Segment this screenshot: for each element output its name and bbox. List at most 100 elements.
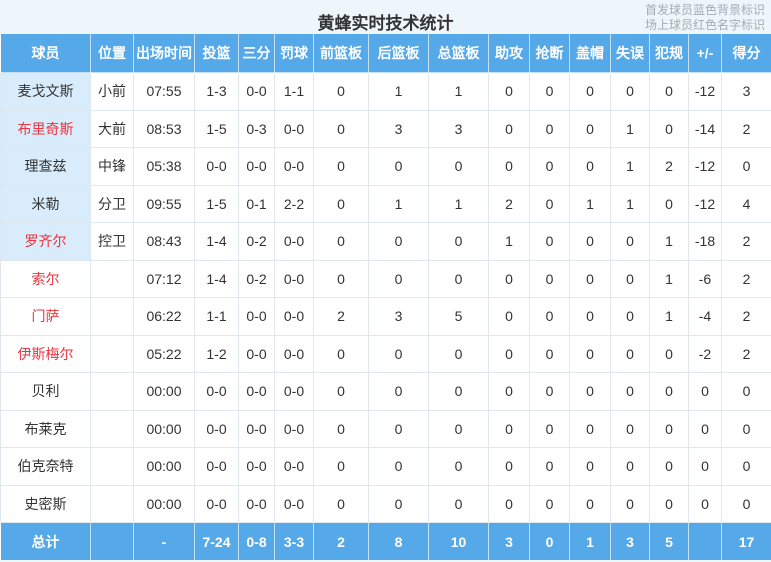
cell-blocks: 0: [569, 372, 611, 411]
total-cell-three-point: 0-8: [238, 522, 275, 560]
col-header-turnovers: 失误: [610, 34, 650, 73]
cell-off-rebound: 0: [313, 222, 369, 261]
cell-fouls: 1: [649, 222, 689, 261]
cell-steals: 0: [529, 409, 570, 448]
table-row: 贝利 00:00 0-0 0-0 0-0 0 0 0 0 0 0 0 0 0 0: [0, 372, 771, 411]
col-header-points: 得分: [721, 34, 771, 73]
cell-steals: 0: [529, 484, 570, 523]
cell-steals: 0: [529, 372, 570, 411]
cell-fouls: 0: [649, 409, 689, 448]
cell-fg: 0-0: [194, 147, 239, 186]
cell-free-throw: 0-0: [274, 259, 314, 298]
cell-three-point: 0-3: [238, 109, 275, 148]
player-name-cell: 贝利: [0, 372, 91, 411]
col-header-fg: 投篮: [194, 34, 239, 73]
cell-turnovers: 0: [610, 297, 650, 336]
cell-points: 2: [721, 297, 771, 336]
cell-steals: 0: [529, 147, 570, 186]
cell-assists: 0: [488, 484, 530, 523]
cell-def-rebound: 1: [368, 184, 429, 223]
cell-minutes: 05:22: [133, 334, 195, 373]
cell-three-point: 0-0: [238, 409, 275, 448]
cell-total-rebound: 0: [428, 372, 489, 411]
cell-position: 大前: [90, 109, 134, 148]
player-name-cell: 布里奇斯: [0, 109, 91, 148]
cell-fouls: 0: [649, 372, 689, 411]
cell-position: 小前: [90, 72, 134, 111]
cell-turnovers: 1: [610, 147, 650, 186]
cell-three-point: 0-0: [238, 297, 275, 336]
cell-total-rebound: 0: [428, 409, 489, 448]
cell-assists: 0: [488, 72, 530, 111]
cell-total-rebound: 5: [428, 297, 489, 336]
cell-three-point: 0-1: [238, 184, 275, 223]
cell-steals: 0: [529, 72, 570, 111]
cell-assists: 0: [488, 109, 530, 148]
col-header-blocks: 盖帽: [569, 34, 611, 73]
table-row: 索尔 07:12 1-4 0-2 0-0 0 0 0 0 0 0 0 1 -6 2: [0, 259, 771, 298]
table-row: 麦戈文斯 小前 07:55 1-3 0-0 1-1 0 1 1 0 0 0 0 0 -12 3: [0, 72, 771, 111]
cell-off-rebound: 0: [313, 109, 369, 148]
cell-minutes: 05:38: [133, 147, 195, 186]
cell-fouls: 1: [649, 259, 689, 298]
cell-def-rebound: 0: [368, 147, 429, 186]
cell-plus-minus: -2: [688, 334, 722, 373]
cell-total-rebound: 0: [428, 259, 489, 298]
total-cell-fg: 7-24: [194, 522, 239, 560]
total-row: 总计 -7-24 0-8 3-3 2 8 10 3 0 1 3 5 17: [0, 522, 771, 560]
cell-minutes: 06:22: [133, 297, 195, 336]
table-body: 麦戈文斯 小前 07:55 1-3 0-0 1-1 0 1 1 0 0 0 0 0 -12 3 布里奇斯 大前 08…: [0, 72, 771, 523]
cell-blocks: 0: [569, 72, 611, 111]
cell-points: 4: [721, 184, 771, 223]
total-cell-total-rebound: 10: [428, 522, 489, 560]
cell-steals: 0: [529, 109, 570, 148]
cell-points: 3: [721, 72, 771, 111]
cell-def-rebound: 0: [368, 222, 429, 261]
cell-off-rebound: 0: [313, 372, 369, 411]
cell-fg: 0-0: [194, 447, 239, 486]
player-name-cell: 理查兹: [0, 147, 91, 186]
total-cell-blocks: 1: [569, 522, 611, 560]
cell-points: 2: [721, 259, 771, 298]
cell-free-throw: 1-1: [274, 72, 314, 111]
cell-off-rebound: 2: [313, 297, 369, 336]
cell-plus-minus: 0: [688, 372, 722, 411]
cell-assists: 0: [488, 447, 530, 486]
table-row: 罗齐尔 控卫 08:43 1-4 0-2 0-0 0 0 0 1 0 0 0 1 -18 2: [0, 222, 771, 261]
cell-position: [90, 372, 134, 411]
table-row: 伊斯梅尔 05:22 1-2 0-0 0-0 0 0 0 0 0 0 0 0 -2 2: [0, 334, 771, 373]
player-name-cell: 史密斯: [0, 484, 91, 523]
cell-position: [90, 259, 134, 298]
cell-blocks: 0: [569, 484, 611, 523]
player-name-cell: 门萨: [0, 297, 91, 336]
cell-off-rebound: 0: [313, 484, 369, 523]
cell-free-throw: 0-0: [274, 372, 314, 411]
cell-plus-minus: -14: [688, 109, 722, 148]
cell-plus-minus: 0: [688, 447, 722, 486]
cell-def-rebound: 3: [368, 297, 429, 336]
cell-free-throw: 0-0: [274, 109, 314, 148]
cell-points: 0: [721, 372, 771, 411]
cell-total-rebound: 0: [428, 147, 489, 186]
legend-line-oncourt: 场上球员红色名字标识: [644, 18, 765, 32]
cell-free-throw: 0-0: [274, 334, 314, 373]
cell-turnovers: 0: [610, 409, 650, 448]
cell-total-rebound: 0: [428, 222, 489, 261]
cell-off-rebound: 0: [313, 447, 369, 486]
cell-fouls: 0: [649, 334, 689, 373]
cell-fg: 1-5: [194, 109, 239, 148]
total-cell-free-throw: 3-3: [274, 522, 314, 560]
cell-def-rebound: 0: [368, 372, 429, 411]
cell-position: 控卫: [90, 222, 134, 261]
cell-three-point: 0-2: [238, 222, 275, 261]
total-cell-off-rebound: 2: [313, 522, 369, 560]
cell-total-rebound: 0: [428, 447, 489, 486]
col-header-steals: 抢断: [529, 34, 570, 73]
col-header-player: 球员: [0, 34, 91, 73]
cell-blocks: 0: [569, 259, 611, 298]
player-name-cell: 布莱克: [0, 409, 91, 448]
cell-fouls: 0: [649, 184, 689, 223]
cell-steals: 0: [529, 447, 570, 486]
cell-plus-minus: 0: [688, 484, 722, 523]
total-label-cell: 总计: [0, 522, 91, 560]
